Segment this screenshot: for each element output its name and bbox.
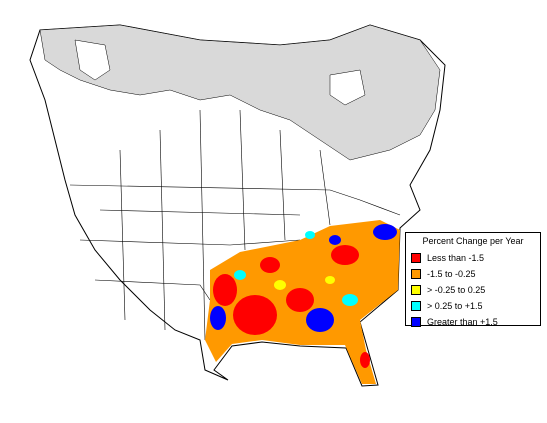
legend-label: -1.5 to -0.25 — [427, 269, 476, 279]
legend-swatch — [411, 317, 421, 327]
trend-patch — [329, 235, 341, 245]
legend-swatch — [411, 285, 421, 295]
trend-patch — [234, 270, 246, 280]
legend-label: > -0.25 to 0.25 — [427, 285, 486, 295]
trend-patch — [342, 294, 358, 306]
trend-patch — [233, 295, 277, 335]
legend-label: Greater than +1.5 — [427, 317, 498, 327]
trend-patch — [286, 288, 314, 312]
legend-label: Less than -1.5 — [427, 253, 485, 263]
legend-swatch — [411, 269, 421, 279]
borders — [69, 109, 401, 341]
legend-item: -1.5 to -0.25 — [411, 266, 535, 282]
legend-item: Less than -1.5 — [411, 250, 535, 266]
legend-swatch — [411, 253, 421, 263]
legend-title: Percent Change per Year — [422, 236, 524, 246]
land — [74, 39, 111, 81]
trend-patch — [210, 306, 226, 330]
legend-swatch — [411, 301, 421, 311]
trend-patch — [274, 280, 286, 290]
land — [329, 69, 366, 106]
legend-item: Greater than +1.5 — [411, 314, 535, 330]
trend-patch — [331, 245, 359, 265]
trend-patch — [373, 224, 397, 240]
legend-item: > 0.25 to +1.5 — [411, 298, 535, 314]
trend-patch — [325, 276, 335, 284]
legend: Percent Change per Year Less than -1.5 -1… — [405, 232, 541, 327]
trend-blobs — [210, 224, 397, 368]
trend-patch — [305, 231, 315, 239]
trend-patch — [360, 352, 370, 368]
trend-patch — [213, 274, 237, 306]
trend-patch — [260, 257, 280, 273]
legend-label: > 0.25 to +1.5 — [427, 301, 483, 311]
legend-item: > -0.25 to 0.25 — [411, 282, 535, 298]
no-data-region — [39, 24, 441, 161]
trend-patch — [306, 308, 334, 332]
